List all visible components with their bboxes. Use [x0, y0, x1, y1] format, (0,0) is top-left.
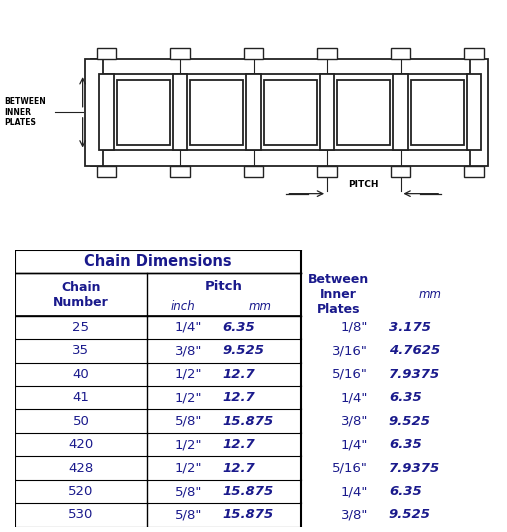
Text: 520: 520 [68, 485, 94, 498]
Bar [246, 74, 261, 151]
Bar [467, 74, 481, 151]
Text: 41: 41 [73, 391, 89, 404]
Text: 1/2": 1/2" [174, 438, 202, 451]
Text: 9.525: 9.525 [389, 509, 431, 521]
Text: 25: 25 [73, 321, 89, 334]
Text: 12.7: 12.7 [223, 368, 256, 381]
Text: 7.9375: 7.9375 [389, 368, 440, 381]
Bar [391, 165, 410, 177]
Bar [464, 48, 484, 59]
Bar [170, 48, 190, 59]
Bar [99, 74, 114, 151]
Text: 1/8": 1/8" [341, 321, 368, 334]
Bar [85, 59, 103, 165]
Text: 50: 50 [73, 414, 89, 428]
Text: PITCH: PITCH [348, 180, 379, 188]
Text: Chain Dimensions: Chain Dimensions [85, 254, 232, 269]
Text: 12.7: 12.7 [223, 462, 256, 475]
Text: 530: 530 [68, 509, 94, 521]
Bar [264, 80, 317, 145]
Text: 12.7: 12.7 [223, 438, 256, 451]
Text: 1/4": 1/4" [175, 321, 202, 334]
Text: 5/16": 5/16" [332, 368, 368, 381]
Text: 1/2": 1/2" [174, 368, 202, 381]
Text: 4.7625: 4.7625 [389, 344, 440, 358]
Bar [244, 165, 263, 177]
Text: BETWEEN
INNER
PLATES: BETWEEN INNER PLATES [4, 97, 46, 127]
Text: mm: mm [419, 288, 442, 301]
Text: 3/8": 3/8" [341, 414, 368, 428]
Text: Pitch: Pitch [205, 280, 243, 293]
Bar [117, 80, 170, 145]
Text: 5/8": 5/8" [175, 509, 202, 521]
Bar [173, 74, 187, 151]
Text: mm: mm [248, 300, 271, 313]
Text: 3/16": 3/16" [332, 344, 368, 358]
Bar [97, 48, 116, 59]
Bar [337, 80, 390, 145]
Text: 15.875: 15.875 [223, 485, 274, 498]
Text: 6.35: 6.35 [389, 391, 422, 404]
Bar [244, 48, 263, 59]
Bar [317, 165, 337, 177]
Text: 5/8": 5/8" [175, 485, 202, 498]
Text: 1/4": 1/4" [341, 391, 368, 404]
Text: 420: 420 [68, 438, 94, 451]
Text: 5/8": 5/8" [175, 414, 202, 428]
Bar [170, 165, 190, 177]
Text: 6.35: 6.35 [389, 438, 422, 451]
Text: inch: inch [170, 300, 195, 313]
Text: 15.875: 15.875 [223, 414, 274, 428]
Text: 3.175: 3.175 [389, 321, 431, 334]
Text: 1/2": 1/2" [174, 462, 202, 475]
Text: 12.7: 12.7 [223, 391, 256, 404]
Text: 5/16": 5/16" [332, 462, 368, 475]
Text: 1/4": 1/4" [341, 485, 368, 498]
Text: 9.525: 9.525 [389, 414, 431, 428]
Bar [393, 74, 408, 151]
Bar [464, 165, 484, 177]
Bar [317, 48, 337, 59]
Text: 1/2": 1/2" [174, 391, 202, 404]
Bar [97, 165, 116, 177]
Text: 9.525: 9.525 [223, 344, 265, 358]
Text: 40: 40 [73, 368, 89, 381]
Text: 6.35: 6.35 [223, 321, 256, 334]
Text: 6.35: 6.35 [389, 485, 422, 498]
Text: Chain
Number: Chain Number [53, 280, 109, 309]
Text: 7.9375: 7.9375 [389, 462, 440, 475]
Bar [320, 74, 334, 151]
Text: 3/8": 3/8" [175, 344, 202, 358]
Bar [190, 80, 243, 145]
Text: 428: 428 [68, 462, 94, 475]
Bar [411, 80, 464, 145]
Bar [470, 59, 488, 165]
Text: 15.875: 15.875 [223, 509, 274, 521]
Bar [391, 48, 410, 59]
Bar [91, 151, 482, 165]
Text: 35: 35 [73, 344, 89, 358]
Text: 3/8": 3/8" [341, 509, 368, 521]
Bar [91, 59, 482, 74]
Text: 1/4": 1/4" [341, 438, 368, 451]
Text: Between
Inner
Plates: Between Inner Plates [308, 273, 369, 316]
